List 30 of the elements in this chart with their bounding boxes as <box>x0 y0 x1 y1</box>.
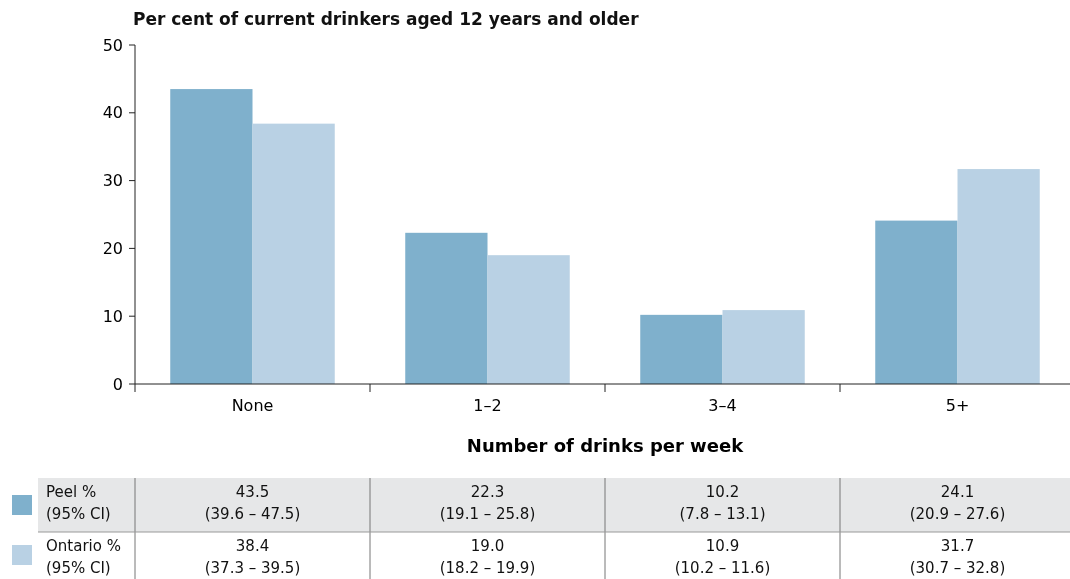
chart-title: Per cent of current drinkers aged 12 years and older <box>133 9 640 29</box>
bar <box>405 232 488 384</box>
bar <box>875 220 958 384</box>
bar <box>170 89 253 384</box>
y-tick-label: 50 <box>102 35 123 55</box>
bar <box>957 169 1040 384</box>
data-label: 10.9 (10.2 – 11.6) <box>674 537 771 577</box>
bar <box>252 123 335 384</box>
x-tick-label: 3–4 <box>708 396 737 415</box>
bar <box>722 310 805 384</box>
y-tick-label: 40 <box>102 103 123 123</box>
y-tick-label: 20 <box>102 239 123 258</box>
legend-label: Ontario % (95% CI) <box>46 537 121 577</box>
y-tick-label: 10 <box>102 306 123 326</box>
y-tick-label: 30 <box>102 171 123 191</box>
data-label: 19.0 (18.2 – 19.9) <box>439 537 536 577</box>
data-label: 10.2 (7.8 – 13.1) <box>679 483 766 523</box>
x-tick-label: None <box>231 396 274 415</box>
data-label: 24.1 (20.9 – 27.6) <box>909 483 1006 523</box>
legend-label: Peel % (95% CI) <box>46 483 111 523</box>
data-label: 38.4 (37.3 – 39.5) <box>204 537 301 577</box>
y-tick-label: 0 <box>112 374 123 394</box>
x-tick-label: 1–2 <box>473 396 502 415</box>
bar <box>640 314 723 384</box>
x-tick-label: 5+ <box>945 396 970 415</box>
data-label: 43.5 (39.6 – 47.5) <box>204 483 301 523</box>
data-label: 22.3 (19.1 – 25.8) <box>439 483 536 523</box>
bar <box>487 255 570 384</box>
x-axis-title: Number of drinks per week <box>466 435 745 456</box>
data-label: 31.7 (30.7 – 32.8) <box>909 537 1006 577</box>
